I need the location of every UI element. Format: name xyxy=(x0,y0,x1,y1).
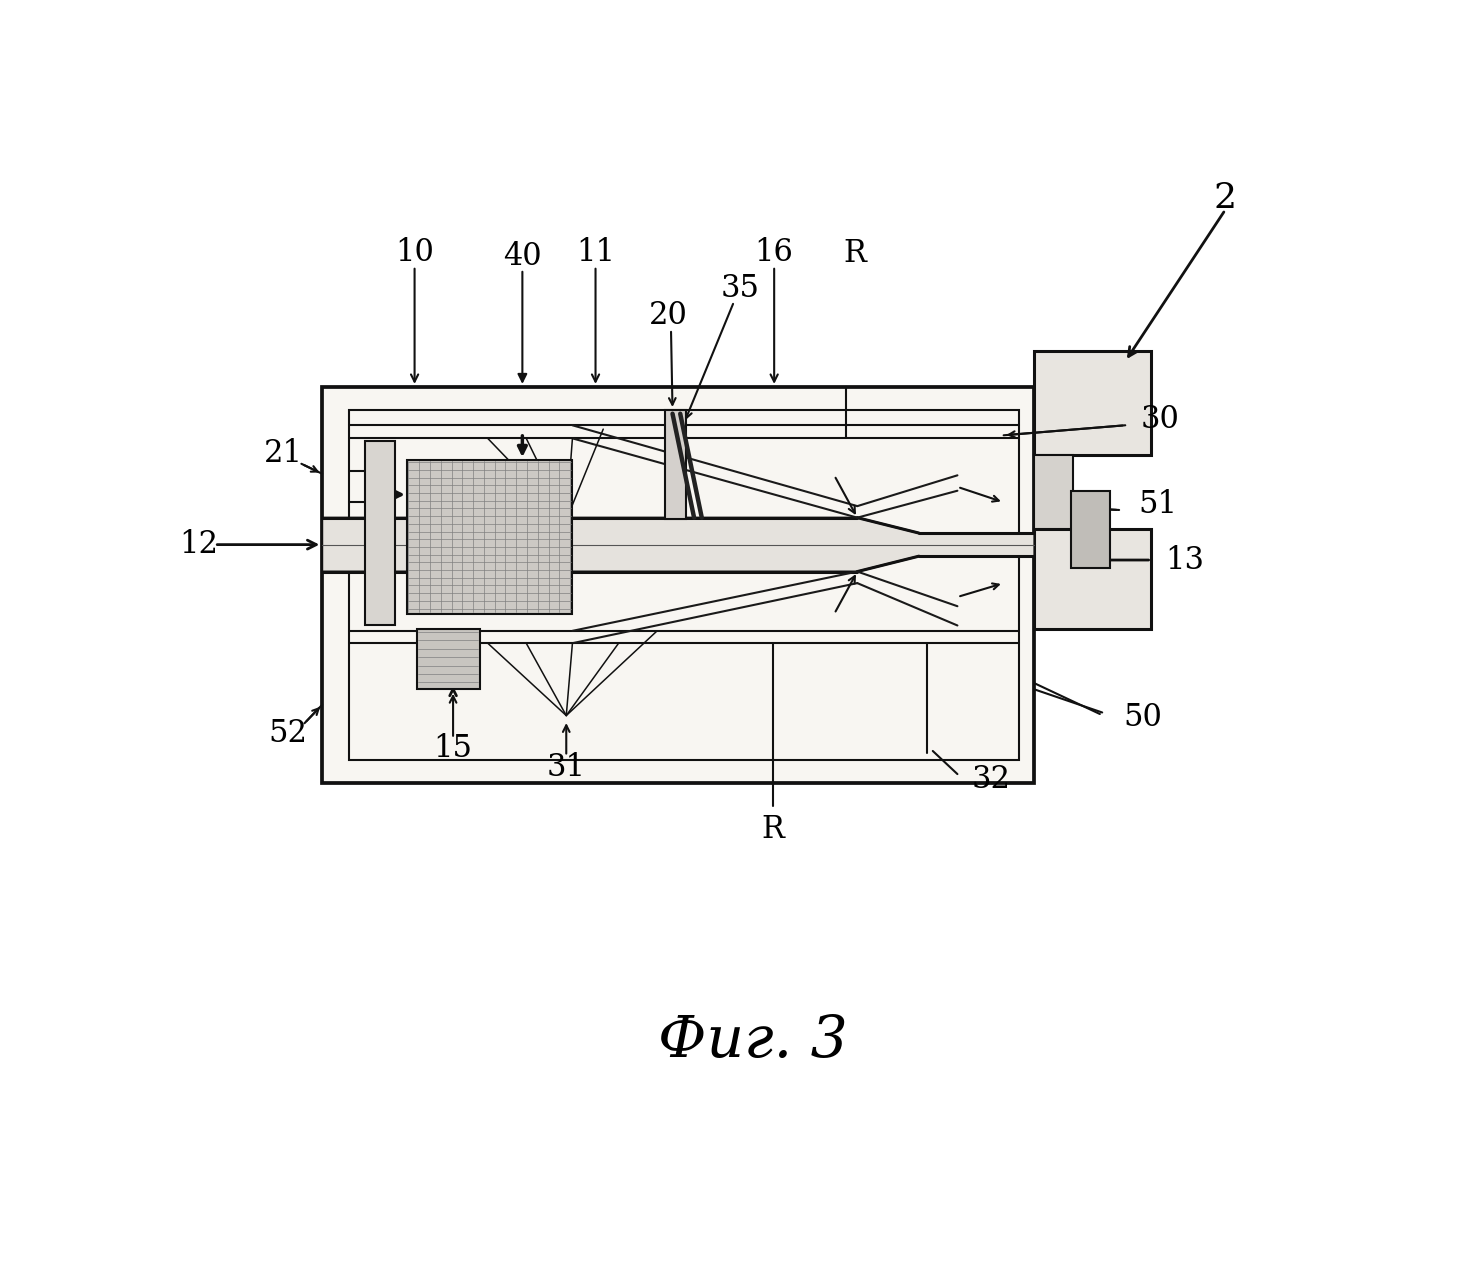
Text: 32: 32 xyxy=(972,763,1010,795)
Text: 51: 51 xyxy=(1138,489,1177,520)
Text: 50: 50 xyxy=(1123,703,1161,733)
Text: 12: 12 xyxy=(179,529,219,560)
Bar xyxy=(1035,351,1151,454)
Polygon shape xyxy=(322,518,1035,571)
Text: 35: 35 xyxy=(720,273,760,305)
Bar xyxy=(322,387,1035,784)
Text: 11: 11 xyxy=(576,237,614,267)
Bar xyxy=(365,441,395,625)
Text: R: R xyxy=(761,814,784,844)
Text: 10: 10 xyxy=(395,237,434,267)
Bar xyxy=(417,629,481,690)
Text: R: R xyxy=(844,238,866,270)
Text: 52: 52 xyxy=(268,718,307,748)
Bar xyxy=(664,410,686,519)
Text: Фиг. 3: Фиг. 3 xyxy=(659,1013,848,1070)
Bar xyxy=(407,460,572,614)
Text: 20: 20 xyxy=(650,300,688,330)
Text: 21: 21 xyxy=(265,438,303,470)
Bar xyxy=(1035,529,1151,629)
Text: 15: 15 xyxy=(434,733,472,765)
Text: 2: 2 xyxy=(1214,181,1236,215)
Bar xyxy=(1035,454,1073,529)
Text: 13: 13 xyxy=(1166,544,1204,576)
Text: 16: 16 xyxy=(754,237,794,267)
Bar xyxy=(350,410,1019,760)
Text: 31: 31 xyxy=(547,752,585,784)
Text: 40: 40 xyxy=(503,241,541,272)
Text: 30: 30 xyxy=(1141,404,1179,436)
Bar xyxy=(1072,491,1110,567)
